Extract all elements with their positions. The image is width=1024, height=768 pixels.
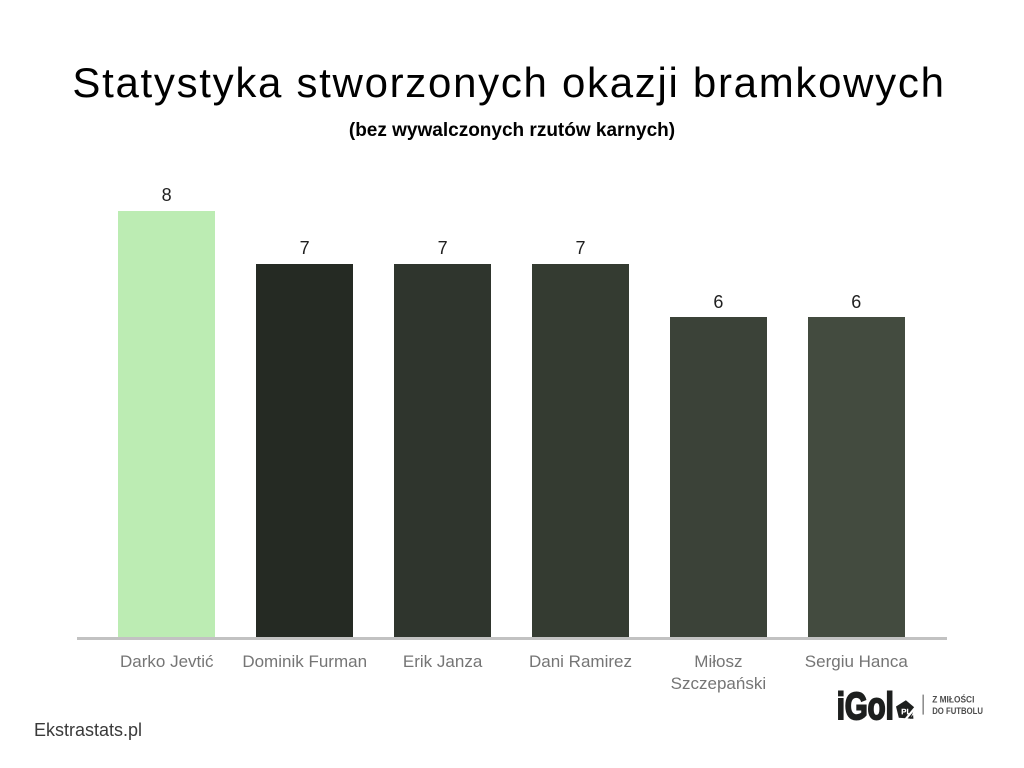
svg-text:iGol: iGol [837,685,894,728]
svg-text:Z MIŁOŚCI: Z MIŁOŚCI [932,694,974,705]
svg-text:DO FUTBOLU: DO FUTBOLU [932,706,983,716]
